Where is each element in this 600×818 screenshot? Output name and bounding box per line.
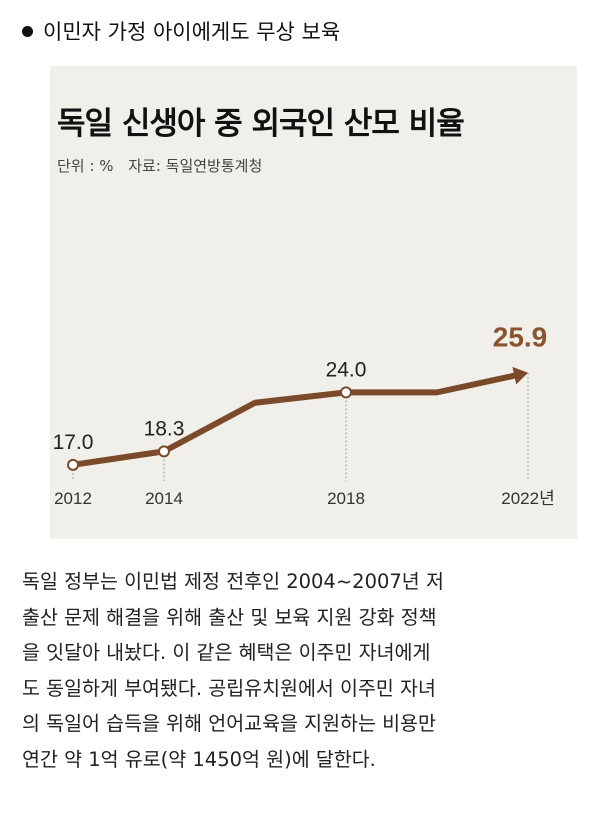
chart-unit-label: 단위 : % [57,157,114,175]
data-label-2022: 25.9 [493,322,548,353]
article-line: 을 잇달아 내놨다. 이 같은 혜택은 이주민 자녀에게 [22,641,431,664]
chart-panel: 독일 신생아 중 외국인 산모 비율 단위 : % 자료: 독일연방통계청 17… [50,66,577,539]
section-heading-text: 이민자 가정 아이에게도 무상 보육 [43,20,341,44]
article-body: 독일 정부는 이민법 제정 전후인 2004~2007년 저 출산 문제 해결을… [22,564,582,777]
chart-source: 자료: 독일연방통계청 [128,157,263,175]
point-marker-2014 [158,445,170,458]
tick-label-2014: 2014 [145,489,183,508]
chart-meta: 단위 : % 자료: 독일연방통계청 [57,155,262,176]
tick-label-2012: 2012 [54,489,92,508]
line-chart: 17.0 18.3 24.0 25.9 2012 2014 2018 2022년 [53,322,555,508]
section-heading: 이민자 가정 아이에게도 무상 보육 [22,16,340,46]
data-label-2018: 24.0 [326,358,367,381]
tick-label-2022: 2022년 [501,489,554,508]
article-line: 의 독일어 습득을 위해 언어교육을 지원하는 비용만 [22,712,436,735]
tick-label-2018: 2018 [327,489,365,508]
data-label-2014: 18.3 [144,417,185,440]
arrow-head-icon [512,366,528,385]
article-line: 독일 정부는 이민법 제정 전후인 2004~2007년 저 [22,570,444,593]
point-marker-2018 [340,386,352,399]
series-line [70,372,521,468]
bullet-icon [22,25,33,37]
chart-title: 독일 신생아 중 외국인 산모 비율 [57,106,465,142]
data-label-2012: 17.0 [53,431,94,454]
article-line: 도 동일하게 부여됐다. 공립유치원에서 이주민 자녀 [22,676,436,700]
point-marker-2012 [67,458,79,471]
article-line: 출산 문제 해결을 위해 출산 및 보육 지원 강화 정책 [22,605,437,629]
article-line: 연간 약 1억 유로(약 1450억 원)에 달한다. [22,747,376,771]
